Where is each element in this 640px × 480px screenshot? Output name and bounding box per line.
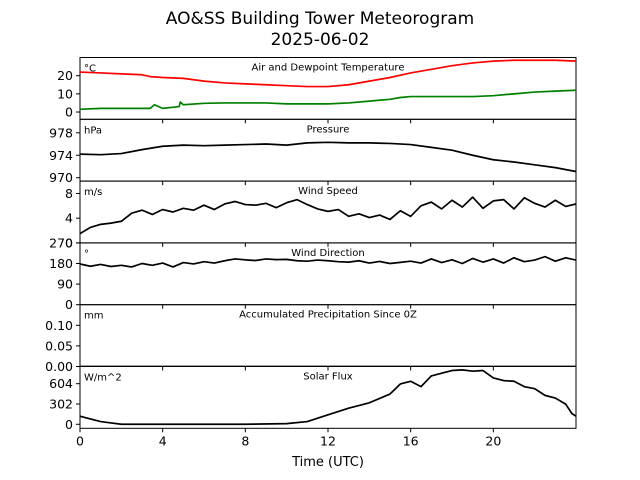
panel-3: 0 90 180 270 Wind Direction ° [49,235,577,312]
y-tick-label: 0 [65,105,73,120]
panel-unit: W/m^2 [84,373,122,384]
panel-2: 0 4 8 Wind Speed m/s [65,180,577,250]
panel-title: Air and Dewpoint Temperature [252,63,405,74]
y-tick-label: 10 [57,86,73,101]
y-tick-label: 90 [57,277,73,292]
x-tick-label: 20 [485,433,501,448]
y-tick-label: 8 [65,186,73,201]
y-tick-label: 270 [49,235,73,250]
y-tick-label: 0 [65,297,73,312]
x-tick-label: 0 [76,433,84,448]
series-line-0 [80,141,576,173]
y-tick-label: 0.05 [45,338,73,353]
y-tick-label: 604 [49,376,73,391]
panel-title: Wind Direction [291,248,365,259]
series-line-0 [80,255,576,268]
x-tick-label: 16 [403,433,419,448]
y-tick-label: 0 [65,235,73,250]
panel-unit: °C [84,64,96,75]
x-tick-label: 4 [159,433,167,448]
series-line-0 [80,369,576,426]
panel-unit: mm [84,311,103,322]
panel-0: 0 10 20 Air and Dewpoint Temperature °C [57,57,577,124]
y-tick-label: 978 [49,125,73,140]
panel-unit: hPa [84,125,102,136]
panel-title: Accumulated Precipitation Since 0Z [239,310,417,321]
panel-unit: m/s [84,187,102,198]
y-tick-label: 974 [49,148,73,163]
y-tick-label: 0.00 [45,359,73,374]
panel-4: 0.00 0.05 0.10 Accumulated Precipitation Si… [45,304,577,374]
panel-title: Wind Speed [298,186,358,197]
y-tick-label: 180 [49,256,73,271]
series-line-0 [80,196,576,235]
y-tick-label: 4 [65,211,73,226]
series-line-0 [80,59,576,88]
panel-title: Pressure [307,124,350,135]
chart-subtitle: 2025-06-02 [271,30,370,50]
panel-title: Solar Flux [303,372,353,383]
y-tick-label: 970 [49,170,73,185]
panel-unit: ° [84,249,89,260]
x-tick-label: 8 [241,433,249,448]
x-axis-label: Time (UTC) [291,455,364,470]
y-tick-label: 20 [57,68,73,83]
panel-5: 0 302 604 Solar Flux W/m^2 [49,366,577,433]
y-tick-label: 0 [65,417,73,432]
y-tick-label: 302 [49,396,73,411]
chart-title: AO&SS Building Tower Meteorogram [166,9,474,29]
x-tick-label: 12 [320,433,336,448]
y-tick-label: 0.10 [45,318,73,333]
series-line-1 [80,89,576,111]
panel-1: 970 974 978 Pressure hPa [49,118,577,185]
